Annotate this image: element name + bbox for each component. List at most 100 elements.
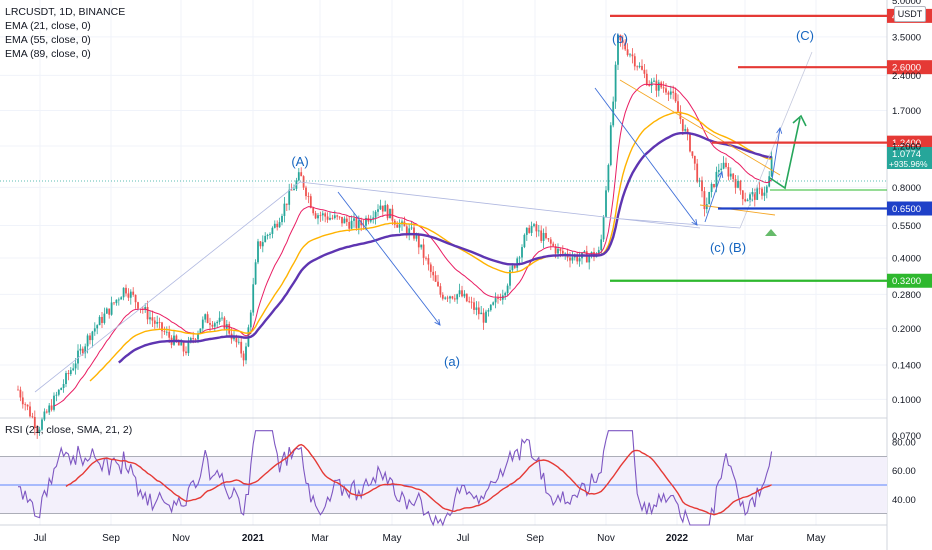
- candle-body: [273, 223, 276, 228]
- candle-body: [177, 341, 180, 346]
- candle-body: [422, 244, 425, 258]
- candle-body: [396, 224, 399, 228]
- candle-body: [557, 248, 559, 254]
- candle-body: [439, 286, 442, 295]
- candle-body: [701, 180, 703, 192]
- ema89-legend: EMA (89, close, 0): [5, 48, 91, 60]
- candle-body: [465, 293, 468, 302]
- candle-body: [564, 253, 567, 255]
- candle-body: [713, 183, 715, 188]
- candle-body: [269, 233, 271, 235]
- candle-body: [213, 323, 216, 327]
- candle-body: [122, 287, 125, 298]
- candle-body: [345, 218, 348, 222]
- candle-body: [333, 215, 336, 219]
- candle-body: [648, 85, 651, 86]
- candle-body: [389, 208, 391, 219]
- candle-body: [708, 192, 711, 205]
- projection-arrow: [769, 117, 801, 190]
- last-price-tag: [887, 146, 932, 169]
- candle-body: [53, 395, 55, 410]
- candle-body: [665, 88, 667, 93]
- candle-body: [144, 306, 147, 310]
- wave-arrow-head: [776, 126, 783, 134]
- price-tick-label: 2.4000: [892, 71, 921, 82]
- time-tick-label: Nov: [172, 533, 190, 544]
- candle-body: [408, 228, 411, 235]
- candle-body: [552, 243, 555, 247]
- candle-body: [765, 186, 768, 193]
- time-tick-label: Jul: [457, 533, 470, 544]
- candle-body: [444, 297, 447, 299]
- candle-body: [741, 190, 744, 200]
- candle-body: [331, 217, 334, 219]
- candle-body: [657, 82, 660, 91]
- rsi-ma-line: [65, 443, 772, 516]
- candle-body: [185, 351, 187, 354]
- candle-body: [528, 227, 531, 233]
- time-tick-label: 2022: [666, 533, 689, 544]
- candle-body: [357, 220, 360, 228]
- candle-body: [715, 171, 718, 188]
- candle-body: [271, 227, 274, 234]
- candle-body: [29, 406, 31, 417]
- symbol-title: LRCUSDT, 1D, BINANCE: [5, 6, 126, 18]
- candle-body: [31, 416, 34, 418]
- candle-body: [746, 199, 749, 202]
- candle-body: [379, 205, 382, 210]
- annotations: (A) (b) (C) (a) (c) (B): [0, 28, 887, 498]
- candle-body: [21, 397, 24, 405]
- candle-body: [307, 196, 310, 197]
- price-tick-label: 3.5000: [892, 32, 921, 43]
- candle-body: [705, 204, 708, 210]
- candle-body: [518, 257, 521, 259]
- candle-body: [617, 34, 619, 65]
- candle-body: [132, 291, 135, 295]
- candle-body: [17, 389, 19, 391]
- candle-body: [734, 179, 737, 188]
- candle-body: [204, 314, 207, 320]
- candle-body: [317, 215, 319, 219]
- candle-body: [667, 92, 670, 95]
- candle-body: [278, 222, 281, 228]
- candle-body: [641, 65, 643, 70]
- ema89-line: [118, 131, 772, 364]
- candle-body: [621, 40, 624, 43]
- candle-body: [201, 319, 204, 329]
- candle-body: [578, 258, 581, 262]
- time-tick-label: May: [383, 533, 402, 544]
- candle-body: [533, 224, 535, 227]
- candle-body: [710, 183, 713, 193]
- candles: [17, 34, 773, 439]
- candle-body: [497, 298, 499, 299]
- candle-body: [84, 346, 87, 354]
- candle-body: [300, 172, 303, 177]
- candle-body: [614, 64, 617, 102]
- candle-body: [153, 320, 156, 324]
- candle-body: [677, 101, 679, 112]
- candle-body: [197, 333, 199, 340]
- wave-arrow: [704, 171, 723, 223]
- candle-body: [314, 213, 317, 219]
- candle-body: [494, 298, 497, 303]
- candle-body: [257, 241, 259, 263]
- candle-body: [717, 169, 720, 172]
- level-tag: [887, 60, 932, 75]
- wave-arrow: [594, 87, 698, 226]
- candle-body: [81, 348, 84, 354]
- candle-body: [530, 226, 533, 233]
- candle-body: [468, 301, 471, 303]
- candle-body: [689, 133, 691, 152]
- candle-body: [645, 73, 648, 86]
- candle-body: [499, 298, 502, 300]
- candle-body: [242, 353, 245, 361]
- candle-body: [240, 341, 243, 354]
- ema-lines: [53, 83, 772, 407]
- time-tick-label: Mar: [736, 533, 754, 544]
- currency-button[interactable]: USDT: [894, 6, 926, 22]
- candle-body: [681, 119, 684, 131]
- candle-body: [165, 331, 168, 333]
- price-axis: 10.00007.00005.00003.50002.40001.70001.2…: [892, 0, 921, 506]
- candle-body: [77, 350, 79, 364]
